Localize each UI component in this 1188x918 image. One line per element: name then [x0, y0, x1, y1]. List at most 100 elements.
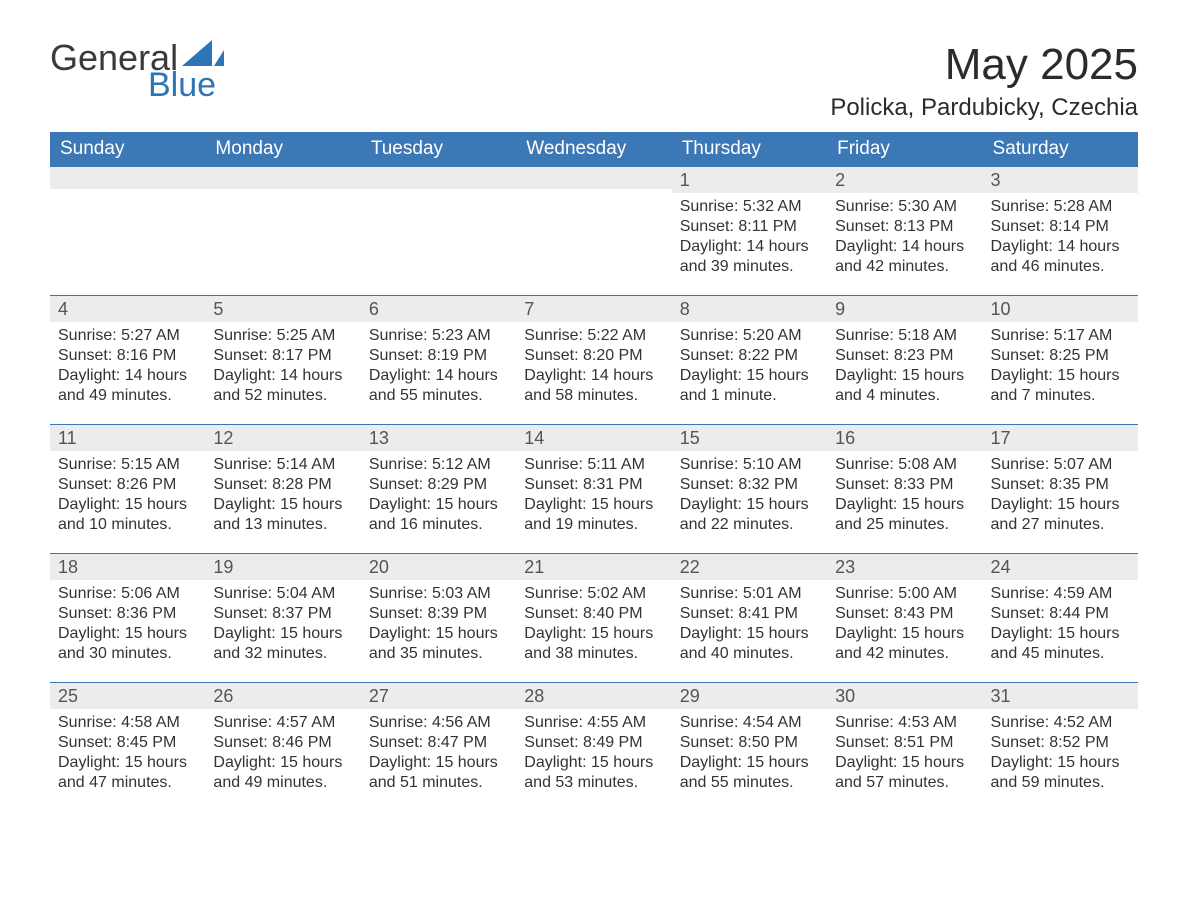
sunrise-line: Sunrise: 5:11 AM [524, 455, 663, 475]
daylight-line: Daylight: 15 hours and 59 minutes. [991, 753, 1130, 793]
day-body: Sunrise: 4:57 AMSunset: 8:46 PMDaylight:… [205, 709, 360, 799]
day-body: Sunrise: 5:23 AMSunset: 8:19 PMDaylight:… [361, 322, 516, 412]
day-body: Sunrise: 4:59 AMSunset: 8:44 PMDaylight:… [983, 580, 1138, 670]
daylight-line: Daylight: 14 hours and 39 minutes. [680, 237, 819, 277]
day-number: 13 [361, 425, 516, 451]
sunset-line: Sunset: 8:29 PM [369, 475, 508, 495]
daylight-line: Daylight: 15 hours and 47 minutes. [58, 753, 197, 793]
day-number: 25 [50, 683, 205, 709]
day-number: 7 [516, 296, 671, 322]
day-body: Sunrise: 5:03 AMSunset: 8:39 PMDaylight:… [361, 580, 516, 670]
sunset-line: Sunset: 8:35 PM [991, 475, 1130, 495]
sunrise-line: Sunrise: 4:56 AM [369, 713, 508, 733]
day-number: 5 [205, 296, 360, 322]
sunset-line: Sunset: 8:14 PM [991, 217, 1130, 237]
sunrise-line: Sunrise: 5:06 AM [58, 584, 197, 604]
day-number: 31 [983, 683, 1138, 709]
sunset-line: Sunset: 8:16 PM [58, 346, 197, 366]
sunrise-line: Sunrise: 5:07 AM [991, 455, 1130, 475]
day-cell: 17Sunrise: 5:07 AMSunset: 8:35 PMDayligh… [983, 425, 1138, 553]
sunset-line: Sunset: 8:39 PM [369, 604, 508, 624]
day-number: 9 [827, 296, 982, 322]
day-cell: 20Sunrise: 5:03 AMSunset: 8:39 PMDayligh… [361, 554, 516, 682]
day-number: 27 [361, 683, 516, 709]
day-body: Sunrise: 4:58 AMSunset: 8:45 PMDaylight:… [50, 709, 205, 799]
sunrise-line: Sunrise: 5:20 AM [680, 326, 819, 346]
location-subtitle: Policka, Pardubicky, Czechia [830, 94, 1138, 122]
day-body: Sunrise: 4:55 AMSunset: 8:49 PMDaylight:… [516, 709, 671, 799]
day-body: Sunrise: 5:25 AMSunset: 8:17 PMDaylight:… [205, 322, 360, 412]
daylight-line: Daylight: 14 hours and 55 minutes. [369, 366, 508, 406]
dow-cell-mon: Monday [205, 132, 360, 166]
day-body: Sunrise: 5:18 AMSunset: 8:23 PMDaylight:… [827, 322, 982, 412]
daylight-line: Daylight: 15 hours and 57 minutes. [835, 753, 974, 793]
empty-day-bar [516, 167, 671, 189]
sunrise-line: Sunrise: 5:10 AM [680, 455, 819, 475]
sunrise-line: Sunrise: 4:57 AM [213, 713, 352, 733]
day-number: 26 [205, 683, 360, 709]
sunset-line: Sunset: 8:17 PM [213, 346, 352, 366]
daylight-line: Daylight: 15 hours and 55 minutes. [680, 753, 819, 793]
sunrise-line: Sunrise: 5:27 AM [58, 326, 197, 346]
sunrise-line: Sunrise: 4:58 AM [58, 713, 197, 733]
sunrise-line: Sunrise: 5:30 AM [835, 197, 974, 217]
day-cell: 9Sunrise: 5:18 AMSunset: 8:23 PMDaylight… [827, 296, 982, 424]
daylight-line: Daylight: 14 hours and 46 minutes. [991, 237, 1130, 277]
dow-header-row: Sunday Monday Tuesday Wednesday Thursday… [50, 132, 1138, 166]
day-body: Sunrise: 5:12 AMSunset: 8:29 PMDaylight:… [361, 451, 516, 541]
daylight-line: Daylight: 15 hours and 38 minutes. [524, 624, 663, 664]
day-cell: 6Sunrise: 5:23 AMSunset: 8:19 PMDaylight… [361, 296, 516, 424]
day-cell [361, 167, 516, 295]
empty-day-bar [361, 167, 516, 189]
sunset-line: Sunset: 8:46 PM [213, 733, 352, 753]
day-body: Sunrise: 5:30 AMSunset: 8:13 PMDaylight:… [827, 193, 982, 283]
sunset-line: Sunset: 8:31 PM [524, 475, 663, 495]
month-title: May 2025 [830, 40, 1138, 90]
day-number: 14 [516, 425, 671, 451]
day-number: 30 [827, 683, 982, 709]
sunrise-line: Sunrise: 5:32 AM [680, 197, 819, 217]
week-row: 11Sunrise: 5:15 AMSunset: 8:26 PMDayligh… [50, 424, 1138, 553]
daylight-line: Daylight: 15 hours and 4 minutes. [835, 366, 974, 406]
daylight-line: Daylight: 15 hours and 16 minutes. [369, 495, 508, 535]
day-number: 11 [50, 425, 205, 451]
daylight-line: Daylight: 14 hours and 49 minutes. [58, 366, 197, 406]
sunrise-line: Sunrise: 4:52 AM [991, 713, 1130, 733]
day-number: 24 [983, 554, 1138, 580]
day-body: Sunrise: 5:32 AMSunset: 8:11 PMDaylight:… [672, 193, 827, 283]
sunrise-line: Sunrise: 4:59 AM [991, 584, 1130, 604]
day-body: Sunrise: 4:53 AMSunset: 8:51 PMDaylight:… [827, 709, 982, 799]
day-cell: 10Sunrise: 5:17 AMSunset: 8:25 PMDayligh… [983, 296, 1138, 424]
day-body: Sunrise: 4:56 AMSunset: 8:47 PMDaylight:… [361, 709, 516, 799]
day-number: 21 [516, 554, 671, 580]
day-body: Sunrise: 5:17 AMSunset: 8:25 PMDaylight:… [983, 322, 1138, 412]
sunrise-line: Sunrise: 5:18 AM [835, 326, 974, 346]
empty-day-bar [50, 167, 205, 189]
daylight-line: Daylight: 15 hours and 27 minutes. [991, 495, 1130, 535]
logo-text-blue: Blue [148, 68, 224, 102]
day-cell: 26Sunrise: 4:57 AMSunset: 8:46 PMDayligh… [205, 683, 360, 811]
day-body: Sunrise: 5:20 AMSunset: 8:22 PMDaylight:… [672, 322, 827, 412]
day-cell: 25Sunrise: 4:58 AMSunset: 8:45 PMDayligh… [50, 683, 205, 811]
day-cell [516, 167, 671, 295]
logo: General Blue [50, 40, 224, 102]
day-body: Sunrise: 5:22 AMSunset: 8:20 PMDaylight:… [516, 322, 671, 412]
day-number: 8 [672, 296, 827, 322]
daylight-line: Daylight: 15 hours and 32 minutes. [213, 624, 352, 664]
sunset-line: Sunset: 8:51 PM [835, 733, 974, 753]
sunset-line: Sunset: 8:33 PM [835, 475, 974, 495]
day-cell: 21Sunrise: 5:02 AMSunset: 8:40 PMDayligh… [516, 554, 671, 682]
day-cell: 1Sunrise: 5:32 AMSunset: 8:11 PMDaylight… [672, 167, 827, 295]
sunset-line: Sunset: 8:40 PM [524, 604, 663, 624]
day-cell: 15Sunrise: 5:10 AMSunset: 8:32 PMDayligh… [672, 425, 827, 553]
day-number: 22 [672, 554, 827, 580]
day-cell: 2Sunrise: 5:30 AMSunset: 8:13 PMDaylight… [827, 167, 982, 295]
day-cell: 4Sunrise: 5:27 AMSunset: 8:16 PMDaylight… [50, 296, 205, 424]
day-body: Sunrise: 5:00 AMSunset: 8:43 PMDaylight:… [827, 580, 982, 670]
sunset-line: Sunset: 8:23 PM [835, 346, 974, 366]
sunset-line: Sunset: 8:43 PM [835, 604, 974, 624]
dow-cell-wed: Wednesday [516, 132, 671, 166]
daylight-line: Daylight: 15 hours and 42 minutes. [835, 624, 974, 664]
day-cell: 31Sunrise: 4:52 AMSunset: 8:52 PMDayligh… [983, 683, 1138, 811]
sunrise-line: Sunrise: 5:14 AM [213, 455, 352, 475]
